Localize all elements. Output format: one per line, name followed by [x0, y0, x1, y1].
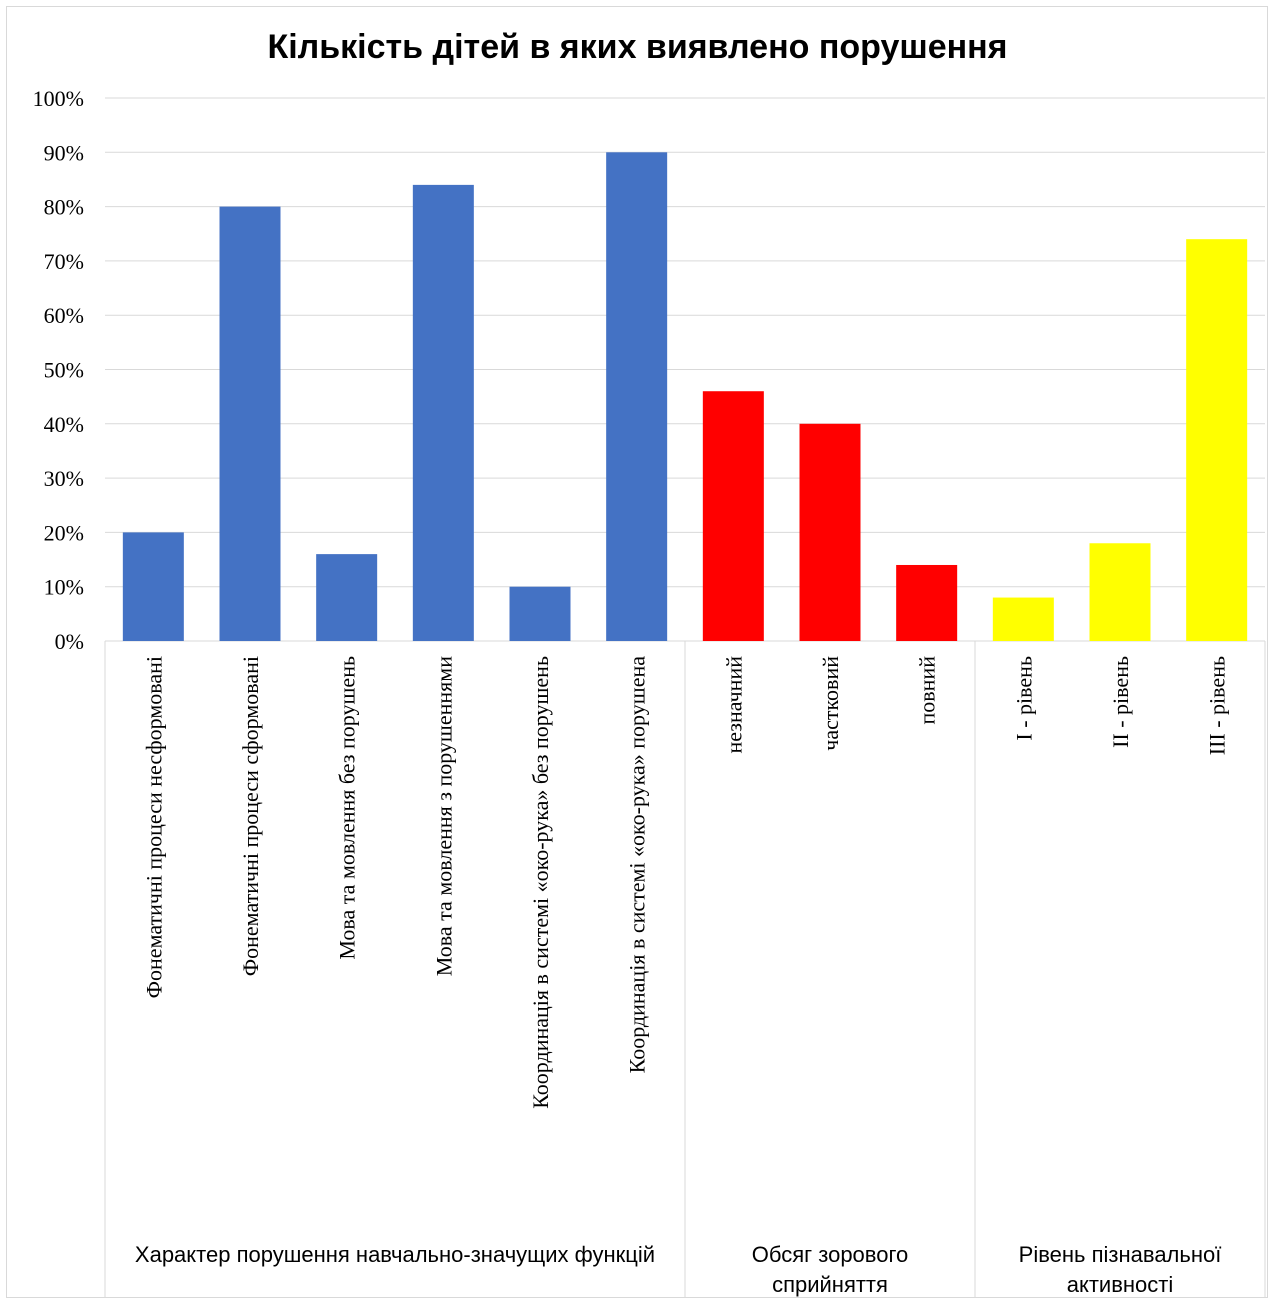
x-tick-label: III - рівень — [1205, 656, 1230, 755]
chart-title: Кількість дітей в яких виявлено порушенн… — [267, 28, 1008, 66]
x-tick-label: Координація в системі «око-рука» порушен… — [625, 656, 650, 1074]
x-tick-label: незначний — [721, 656, 746, 754]
bar — [1089, 543, 1151, 641]
y-tick-label: 30% — [44, 466, 84, 491]
bar — [606, 152, 668, 642]
bar — [992, 597, 1054, 641]
y-tick-label: 60% — [44, 303, 84, 328]
x-tick-label: Фонематичні процеси несформовані — [141, 656, 166, 998]
y-tick-label: 70% — [44, 249, 84, 274]
y-tick-label: 90% — [44, 140, 84, 165]
x-tick-label: повний — [915, 656, 940, 725]
x-tick-label: частковий — [818, 656, 843, 751]
bar — [509, 586, 571, 641]
group-label: Характер порушення навчально-значущих фу… — [135, 1242, 655, 1267]
y-tick-label: 50% — [44, 358, 84, 383]
y-tick-label: 80% — [44, 195, 84, 220]
group-label: Рівень пізнавальної активності — [1019, 1242, 1222, 1297]
bar — [896, 564, 958, 641]
x-tick-label: I - рівень — [1011, 656, 1036, 741]
bar — [1186, 239, 1248, 641]
group-label: Обсяг зорового сприйняття — [752, 1242, 909, 1297]
y-tick-label: 40% — [44, 412, 84, 437]
x-tick-label: II - рівень — [1108, 656, 1133, 748]
y-tick-label: 0% — [55, 629, 84, 654]
x-tick-label: Мова та мовлення без порушень — [335, 656, 360, 960]
y-tick-label: 20% — [44, 520, 84, 545]
bar — [799, 423, 861, 641]
bar — [316, 554, 378, 641]
bar — [702, 391, 764, 641]
y-tick-label: 10% — [44, 575, 84, 600]
bar — [219, 206, 281, 641]
x-tick-label: Координація в системі «око-рука» без пор… — [528, 656, 553, 1109]
x-tick-label: Фонематичні процеси сформовані — [238, 656, 263, 976]
bar — [122, 532, 184, 641]
bar — [412, 184, 474, 641]
y-tick-label: 100% — [33, 86, 84, 111]
x-tick-label: Мова та мовлення з порушеннями — [431, 656, 456, 976]
